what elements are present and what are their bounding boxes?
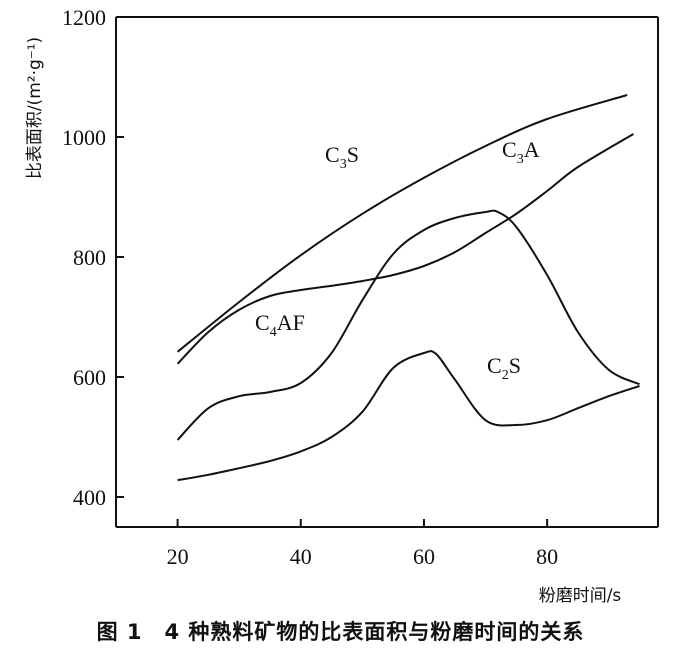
series-line-c4af: [176, 209, 640, 441]
series-line-c3s: [176, 94, 628, 353]
y-tick-label: 1000: [62, 125, 106, 150]
x-tick-label: 80: [536, 544, 558, 569]
y-tick-label: 400: [73, 485, 106, 510]
y-tick-label: 800: [73, 245, 106, 270]
x-axis-title: 粉磨时间/s: [539, 586, 622, 606]
series-label-c3s: C3S: [325, 142, 359, 172]
series-label-c3a: C3A: [502, 137, 540, 167]
x-tick-label: 20: [167, 544, 189, 569]
ticks: 20 40 60 80 400 600 800 1000 1200: [62, 5, 558, 569]
series-line-c3a: [176, 133, 634, 365]
series-label-c4af: C4AF: [255, 310, 305, 340]
series-labels: C3S C3A C4AF C2S: [255, 137, 540, 383]
series-lines: [176, 94, 640, 482]
series-label-c2s: C2S: [487, 353, 521, 383]
y-tick-label: 600: [73, 365, 106, 390]
x-tick-label: 60: [413, 544, 435, 569]
x-tick-label: 40: [290, 544, 312, 569]
y-axis-title: 比表面积/(m²·g⁻¹): [25, 37, 45, 179]
y-tick-label: 1200: [62, 5, 106, 30]
figure-caption: 图 1 4 种熟料矿物的比表面积与粉磨时间的关系: [96, 620, 585, 644]
series-line-c2s: [177, 350, 640, 482]
axes: [115, 16, 659, 528]
